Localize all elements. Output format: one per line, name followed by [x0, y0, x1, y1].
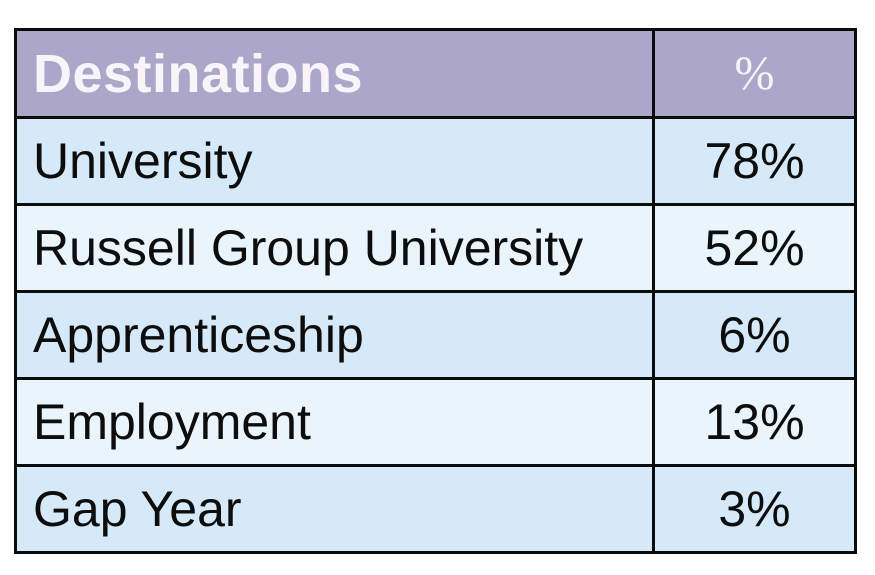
row-label-russell-group-university: Russell Group University: [14, 203, 655, 293]
row-value-employment: 13%: [652, 377, 857, 467]
row-value-gap-year: 3%: [652, 464, 857, 554]
row-label-apprenticeship: Apprenticeship: [14, 290, 655, 380]
row-label-university: University: [14, 116, 655, 206]
row-value-russell-group-university: 52%: [652, 203, 857, 293]
table-row: University 78%: [14, 116, 857, 206]
row-value-university: 78%: [652, 116, 857, 206]
row-label-employment: Employment: [14, 377, 655, 467]
table-header-row: Destinations %: [14, 28, 857, 119]
destinations-table: Destinations % University 78% Russell Gr…: [14, 28, 857, 554]
table-row: Gap Year 3%: [14, 464, 857, 554]
row-label-gap-year: Gap Year: [14, 464, 655, 554]
row-value-apprenticeship: 6%: [652, 290, 857, 380]
table-row: Apprenticeship 6%: [14, 290, 857, 380]
header-cell-percent: %: [652, 28, 857, 119]
table-row: Russell Group University 52%: [14, 203, 857, 293]
header-cell-destinations: Destinations: [14, 28, 655, 119]
table-row: Employment 13%: [14, 377, 857, 467]
